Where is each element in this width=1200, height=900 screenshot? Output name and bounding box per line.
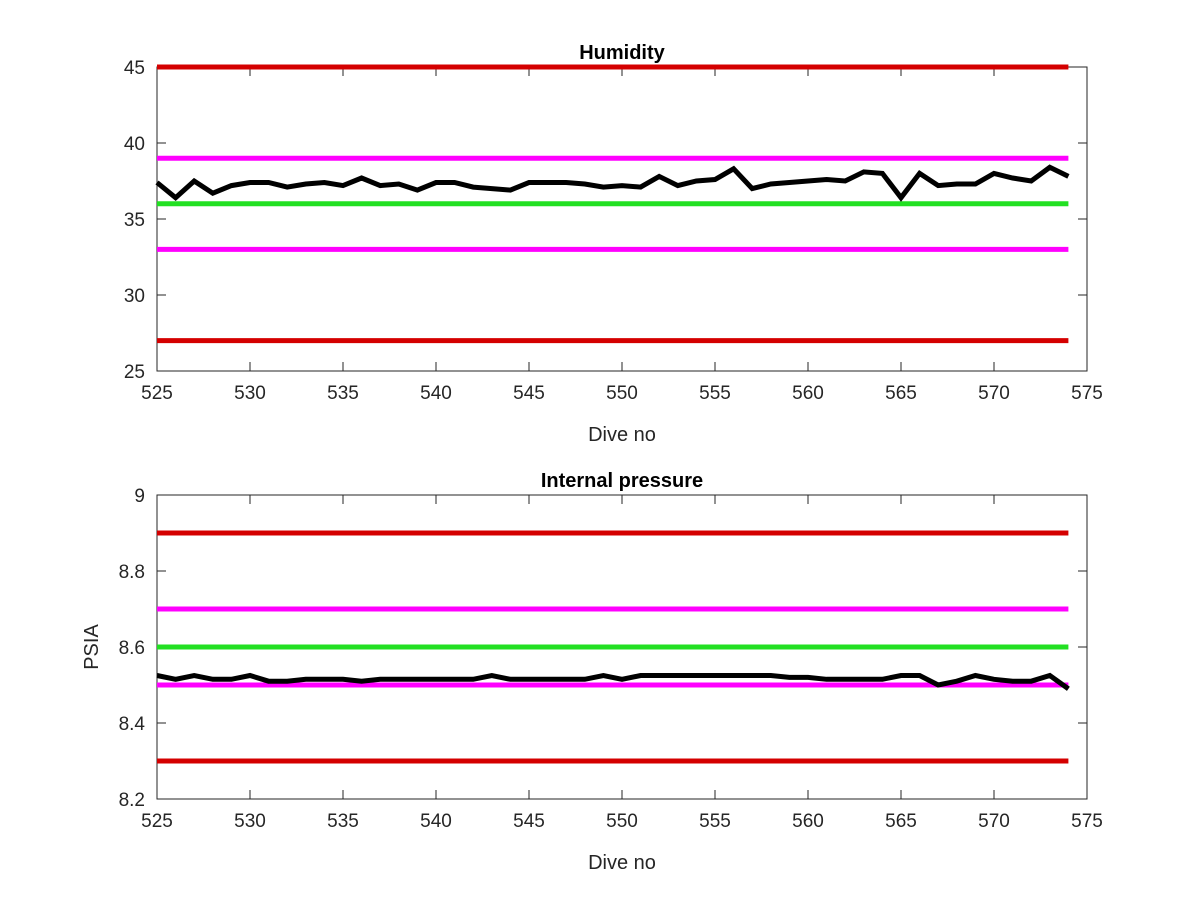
- x-tick-label: 540: [420, 383, 452, 404]
- series-line: [156, 672, 1070, 691]
- y-tick-label: 9: [134, 486, 145, 507]
- y-tick-label: 40: [124, 134, 145, 155]
- x-tick-label: 570: [978, 383, 1010, 404]
- x-axis-label: Dive no: [588, 852, 656, 874]
- y-tick-label: 45: [124, 58, 145, 79]
- x-tick-label: 560: [792, 811, 824, 832]
- y-tick-label: 8.8: [119, 562, 145, 583]
- chart-panel-1: 525 530 535 540 545 550 555 560 565 570 575 25 30 35 4…: [124, 42, 1103, 446]
- x-tick-label: 565: [885, 383, 917, 404]
- x-tick-label: 570: [978, 811, 1010, 832]
- x-tick-label: 575: [1071, 383, 1103, 404]
- y-tick-label: 35: [124, 210, 145, 231]
- x-tick-label: 530: [234, 383, 266, 404]
- y-tick-label: 8.4: [119, 714, 146, 735]
- series-line: [155, 164, 1070, 202]
- x-tick-label: 565: [885, 811, 917, 832]
- y-tick-label: 25: [124, 362, 145, 383]
- y-tick-label: 8.6: [119, 638, 145, 659]
- x-tick-label: 575: [1071, 811, 1103, 832]
- chart-panel-2: 525 530 535 540 545 550 555 560 565 570 575 8.2 8.4 8…: [81, 470, 1103, 874]
- x-tick-label: 530: [234, 811, 266, 832]
- chart-title: Humidity: [579, 42, 665, 64]
- x-tick-label: 550: [606, 811, 638, 832]
- x-tick-label: 545: [513, 383, 545, 404]
- x-axis-label: Dive no: [588, 424, 656, 446]
- x-tick-label: 525: [141, 383, 173, 404]
- chart-title: Internal pressure: [541, 470, 703, 492]
- x-tick-label: 535: [327, 811, 359, 832]
- x-tick-label: 540: [420, 811, 452, 832]
- x-tick-label: 555: [699, 811, 731, 832]
- x-tick-label: 525: [141, 811, 173, 832]
- x-tick-label: 560: [792, 383, 824, 404]
- y-tick-label: 30: [124, 286, 145, 307]
- y-tick-label: 8.2: [119, 790, 145, 811]
- x-tick-label: 545: [513, 811, 545, 832]
- x-tick-label: 555: [699, 383, 731, 404]
- x-tick-label: 550: [606, 383, 638, 404]
- y-axis-label: PSIA: [81, 624, 103, 670]
- x-tick-label: 535: [327, 383, 359, 404]
- plot-area: [156, 66, 1088, 372]
